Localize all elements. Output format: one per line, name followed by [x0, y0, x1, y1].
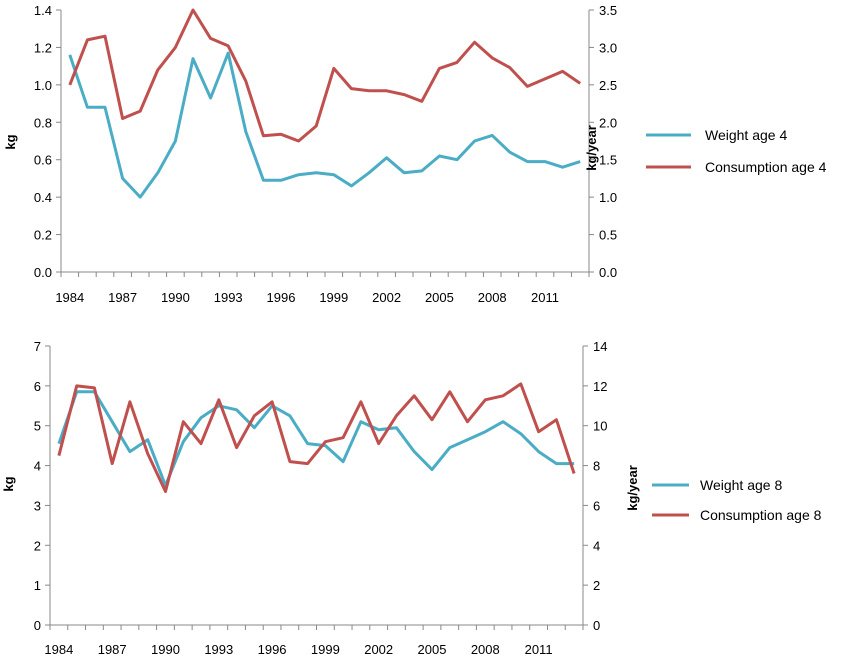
y-tick-label: 0.0 [34, 265, 52, 280]
y2-tick-label: 14 [593, 339, 607, 354]
y-tick-label: 0 [34, 618, 41, 633]
x-tick-label: 2005 [418, 642, 447, 657]
x-tick-label: 2011 [531, 290, 559, 305]
series-line-consumption-age-8 [57, 382, 576, 493]
x-tick-label: 2005 [425, 290, 454, 305]
x-tick-label: 1987 [108, 290, 137, 305]
x-tick-label: 1990 [151, 642, 180, 657]
y-tick-label: 4 [34, 459, 41, 474]
y2-tick-label: 0.5 [599, 228, 617, 243]
y-tick-label: 3 [34, 498, 41, 513]
x-tick-label: 1996 [258, 642, 287, 657]
x-tick-label: 1984 [55, 290, 84, 305]
legend-label: Weight age 4 [705, 127, 787, 143]
series-line-consumption-age-4 [68, 8, 582, 143]
x-tick-label: 2011 [525, 642, 553, 657]
y-tick-label: 0.2 [34, 228, 52, 243]
y-axis-title: kg [3, 134, 18, 149]
x-tick-label: 1987 [98, 642, 127, 657]
y2-tick-label: 4 [593, 538, 600, 553]
legend-label: Weight age 8 [700, 477, 782, 493]
y-tick-label: 0.6 [34, 153, 52, 168]
y2-tick-label: 0 [593, 618, 600, 633]
x-tick-label: 1996 [267, 290, 296, 305]
y2-tick-label: 8 [593, 459, 600, 474]
y2-tick-label: 6 [593, 498, 600, 513]
y-tick-label: 6 [34, 379, 41, 394]
y2-tick-label: 1.5 [599, 153, 617, 168]
y2-tick-label: 1.0 [599, 190, 617, 205]
x-tick-label: 1999 [319, 290, 348, 305]
y2-tick-label: 2 [593, 578, 600, 593]
y2-axis-title: kg/year [625, 465, 640, 511]
legend-label: Consumption age 4 [705, 159, 827, 175]
y2-tick-label: 3.0 [599, 40, 617, 55]
y2-tick-label: 12 [593, 379, 607, 394]
y2-tick-label: 3.5 [599, 3, 617, 18]
x-tick-label: 1993 [214, 290, 243, 305]
y-tick-label: 2 [34, 538, 41, 553]
x-tick-label: 1984 [44, 642, 73, 657]
y-tick-label: 0.8 [34, 115, 52, 130]
y2-tick-label: 10 [593, 419, 607, 434]
y2-axis-title: kg/year [584, 125, 599, 171]
y2-tick-label: 0.0 [599, 265, 617, 280]
x-tick-label: 1993 [204, 642, 233, 657]
x-tick-label: 2002 [364, 642, 393, 657]
y-tick-label: 1 [34, 578, 41, 593]
y2-tick-label: 2.5 [599, 78, 617, 93]
y-tick-label: 7 [34, 339, 41, 354]
x-tick-label: 2008 [471, 642, 500, 657]
y-tick-label: 5 [34, 419, 41, 434]
x-tick-label: 1999 [311, 642, 340, 657]
x-tick-label: 2008 [478, 290, 507, 305]
legend-label: Consumption age 8 [700, 507, 822, 523]
y-tick-label: 1.0 [34, 78, 52, 93]
series-line-weight-age-8 [57, 390, 575, 487]
y-tick-label: 0.4 [34, 190, 52, 205]
y-tick-label: 1.4 [34, 3, 52, 18]
series-line-weight-age-4 [68, 51, 581, 199]
x-tick-label: 2002 [372, 290, 401, 305]
y2-tick-label: 2.0 [599, 115, 617, 130]
x-tick-label: 1990 [161, 290, 190, 305]
y-tick-label: 1.2 [34, 40, 52, 55]
y-axis-title: kg [1, 476, 16, 491]
